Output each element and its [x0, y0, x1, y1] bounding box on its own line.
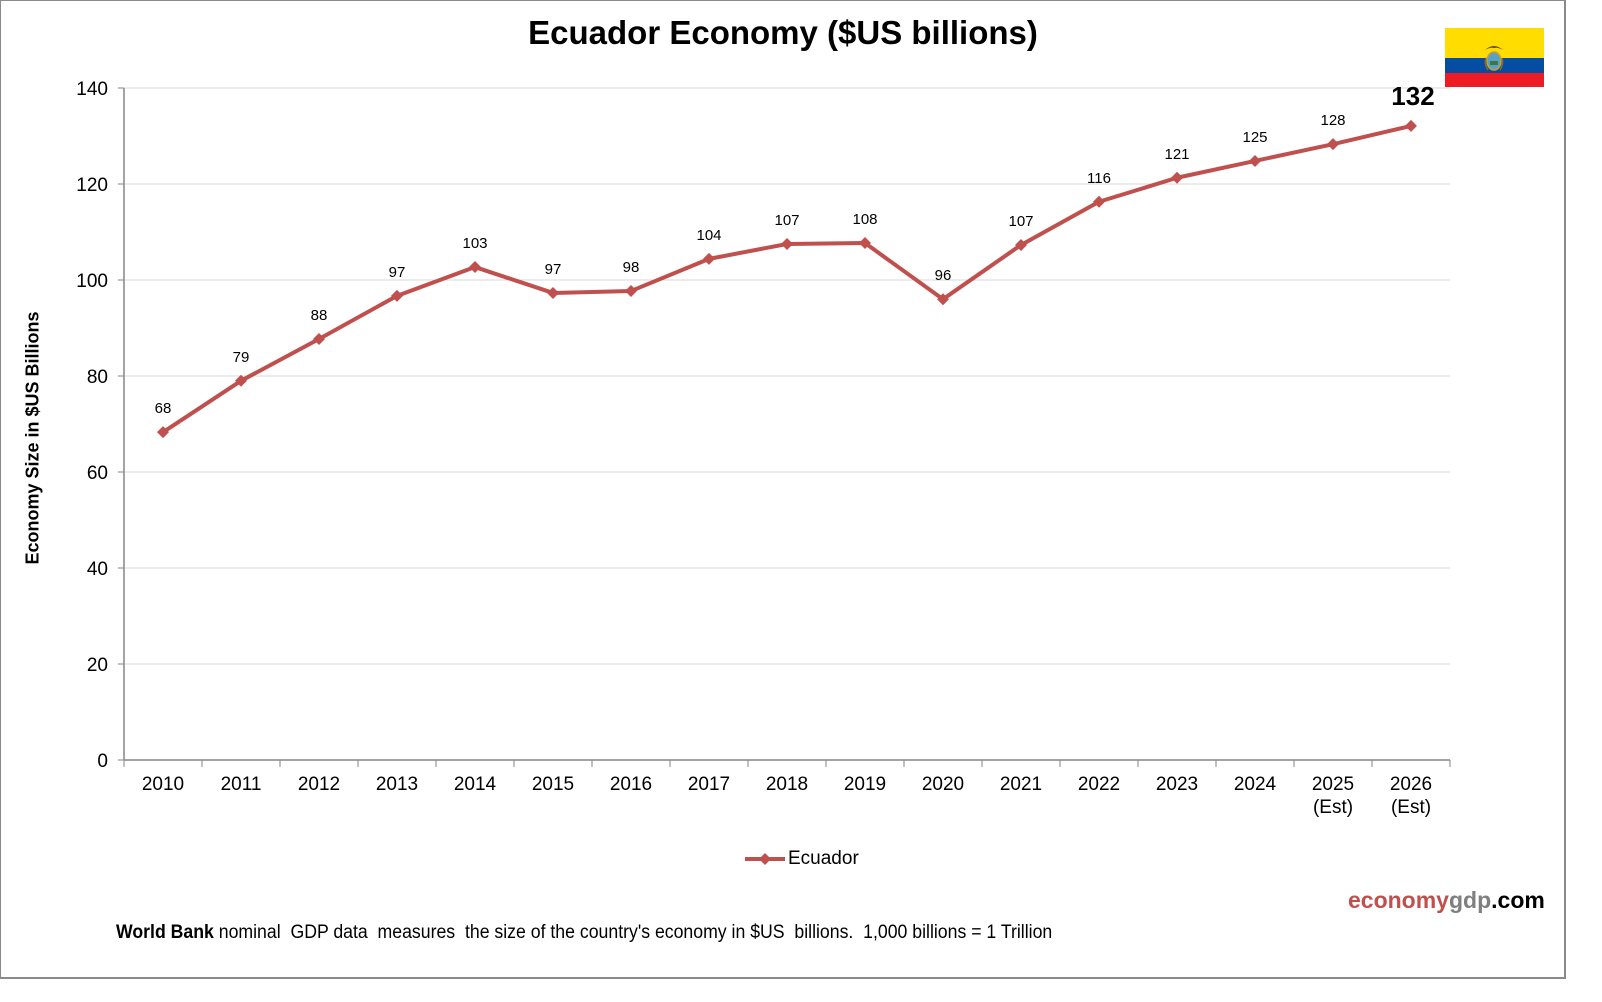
x-tick-label: 2015 — [532, 774, 574, 795]
ecuador-flag-icon — [1445, 28, 1544, 87]
data-point-marker — [157, 426, 169, 439]
y-tick-label: 0 — [97, 751, 108, 772]
data-label: 68 — [155, 400, 172, 417]
y-tick-label: 100 — [76, 271, 108, 292]
data-label: 88 — [311, 307, 328, 324]
y-tick-label: 80 — [87, 367, 108, 388]
chart-frame — [0, 0, 1566, 979]
x-tick-label: 2013 — [376, 774, 418, 795]
brand-part-economy: economy — [1348, 887, 1449, 913]
data-label-highlight: 132 — [1391, 81, 1434, 111]
data-label: 98 — [623, 259, 640, 276]
x-tick-label: 2026 — [1390, 774, 1432, 795]
x-tick-label: (Est) — [1391, 797, 1431, 818]
data-label: 128 — [1320, 112, 1345, 129]
data-label: 107 — [1008, 213, 1033, 230]
footnote-source: World Bank — [116, 922, 214, 943]
legend: Ecuador — [745, 848, 859, 870]
x-tick-label: 2025 — [1312, 774, 1354, 795]
data-label: 97 — [389, 264, 406, 281]
data-label: 121 — [1164, 146, 1189, 163]
brand-logo: economygdp.com — [1348, 887, 1545, 914]
data-point-marker — [859, 237, 871, 250]
y-tick-label: 140 — [76, 79, 108, 100]
footnote: World Bank nominal GDP data measures the… — [116, 922, 1052, 944]
data-point-marker — [469, 261, 481, 274]
data-label: 107 — [774, 212, 799, 229]
brand-part-gdp: gdp — [1448, 887, 1492, 913]
x-tick-label: 2014 — [454, 774, 497, 795]
footnote-text: nominal GDP data measures the size of th… — [213, 922, 1053, 943]
chart-title: Ecuador Economy ($US billions) — [528, 14, 1038, 51]
brand-part-com: .com — [1491, 887, 1545, 913]
data-point-marker — [703, 252, 715, 265]
data-point-marker — [1327, 138, 1339, 151]
data-point-marker — [235, 374, 247, 387]
y-tick-label: 60 — [87, 463, 108, 484]
legend-line-marker-icon — [745, 853, 785, 865]
y-tick-label: 20 — [87, 655, 108, 676]
x-tick-label: 2016 — [610, 774, 652, 795]
data-point-marker — [547, 286, 559, 299]
data-point-marker — [1249, 154, 1261, 167]
data-label: 104 — [696, 227, 721, 244]
data-point-marker — [1171, 171, 1183, 184]
y-tick-label: 40 — [87, 559, 108, 580]
data-point-marker — [937, 293, 949, 306]
data-point-marker — [313, 333, 325, 346]
x-tick-label: 2017 — [688, 774, 730, 795]
data-label: 103 — [462, 235, 487, 252]
data-label: 96 — [935, 267, 952, 284]
x-tick-label: 2020 — [922, 774, 964, 795]
data-point-marker — [1093, 195, 1105, 208]
data-label: 108 — [852, 211, 877, 228]
data-point-marker — [1015, 238, 1027, 251]
series-line-ecuador — [161, 123, 1412, 434]
legend-label: Ecuador — [788, 848, 859, 869]
data-point-marker — [1405, 119, 1417, 132]
x-tick-label: 2019 — [844, 774, 886, 795]
flag-red-band — [1445, 73, 1544, 87]
x-tick-label: 2012 — [298, 774, 340, 795]
data-label: 97 — [545, 261, 562, 278]
data-point-marker — [781, 238, 793, 250]
x-tick-label: 2022 — [1078, 774, 1120, 795]
x-tick-label: 2018 — [766, 774, 808, 795]
coat-of-arms-icon — [1484, 46, 1504, 71]
data-point-marker — [391, 289, 403, 302]
x-tick-label: 2021 — [1000, 774, 1042, 795]
data-label: 79 — [233, 349, 250, 366]
data-point-marker — [625, 285, 637, 298]
x-tick-label: 2011 — [221, 774, 262, 795]
y-tick-label: 120 — [76, 175, 108, 196]
x-tick-label: 2023 — [1156, 774, 1198, 795]
data-label: 125 — [1242, 129, 1267, 146]
x-tick-label: 2024 — [1234, 774, 1277, 795]
data-label: 116 — [1087, 170, 1111, 187]
x-tick-label: (Est) — [1313, 797, 1353, 818]
x-tick-label: 2010 — [142, 774, 184, 795]
